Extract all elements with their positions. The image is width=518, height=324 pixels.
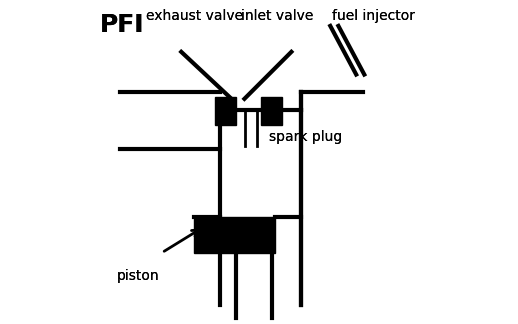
Text: piston: piston [117, 269, 159, 283]
Text: piston: piston [117, 269, 159, 283]
Text: exhaust valve: exhaust valve [146, 9, 243, 23]
Bar [194, 217, 275, 253]
Text: fuel injector: fuel injector [332, 9, 414, 23]
Text: spark plug: spark plug [269, 130, 342, 144]
Text: exhaust valve: exhaust valve [146, 9, 243, 23]
Bar [215, 97, 236, 125]
Text: PFI: PFI [100, 13, 145, 37]
Text: spark plug: spark plug [269, 130, 342, 144]
Text: inlet valve: inlet valve [241, 9, 313, 23]
Text: inlet valve: inlet valve [241, 9, 313, 23]
Text: fuel injector: fuel injector [332, 9, 414, 23]
Bar [261, 97, 282, 125]
Text: PFI: PFI [100, 13, 145, 37]
